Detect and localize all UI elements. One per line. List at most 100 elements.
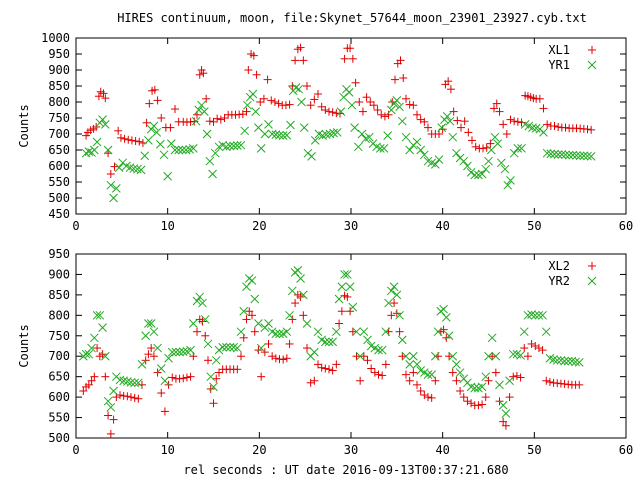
data-point xyxy=(344,88,354,97)
x-tick-label: 60 xyxy=(619,219,633,233)
data-point xyxy=(153,343,162,353)
legend-marker xyxy=(587,276,597,286)
data-point xyxy=(256,343,266,353)
data-point xyxy=(188,319,198,328)
data-point xyxy=(579,151,589,161)
data-point xyxy=(191,116,201,126)
y-tick-label: 550 xyxy=(48,175,70,189)
data-point xyxy=(271,354,280,363)
data-point xyxy=(195,292,205,302)
data-point xyxy=(564,150,574,160)
data-point xyxy=(519,327,529,337)
data-point xyxy=(171,105,179,114)
data-point xyxy=(233,365,242,374)
data-point xyxy=(516,351,525,360)
data-point xyxy=(177,145,187,155)
data-point xyxy=(239,333,248,342)
data-point xyxy=(205,156,215,166)
data-point xyxy=(481,393,490,402)
data-point xyxy=(513,144,523,153)
data-point xyxy=(264,339,273,348)
data-point xyxy=(405,376,414,385)
y-tick-label: 800 xyxy=(48,95,70,109)
data-point xyxy=(378,371,387,380)
data-point xyxy=(523,310,533,320)
data-point xyxy=(499,120,508,129)
data-point xyxy=(384,110,393,119)
data-point xyxy=(359,352,368,361)
data-point xyxy=(257,372,266,381)
data-point xyxy=(79,386,88,395)
data-point xyxy=(402,370,410,379)
data-point xyxy=(381,327,391,337)
data-point xyxy=(523,352,532,361)
data-point xyxy=(340,270,349,279)
data-point xyxy=(281,101,290,110)
data-point xyxy=(452,376,461,385)
data-point xyxy=(367,364,376,373)
data-point xyxy=(287,286,297,296)
data-point xyxy=(477,169,487,179)
data-point xyxy=(571,357,580,367)
data-point xyxy=(129,164,139,173)
y-tick-label: 500 xyxy=(48,431,70,445)
data-point xyxy=(363,335,372,345)
data-point xyxy=(563,356,573,366)
legend-marker xyxy=(587,60,597,70)
data-point xyxy=(200,315,210,324)
data-point xyxy=(141,331,151,341)
data-point xyxy=(460,117,469,126)
data-point xyxy=(106,429,115,438)
data-point xyxy=(199,69,208,78)
data-point xyxy=(439,304,448,314)
data-point xyxy=(346,307,355,316)
data-point xyxy=(528,123,537,132)
data-point xyxy=(413,380,421,389)
data-point xyxy=(351,78,360,87)
data-point xyxy=(448,132,458,142)
data-point xyxy=(550,122,559,130)
data-point xyxy=(362,93,371,102)
data-point xyxy=(491,351,501,361)
data-point xyxy=(242,107,251,116)
data-point xyxy=(90,372,99,381)
data-point xyxy=(538,310,547,320)
data-point xyxy=(243,100,252,110)
data-point xyxy=(527,310,536,319)
data-point xyxy=(506,176,515,185)
data-point xyxy=(512,371,521,380)
data-point xyxy=(321,130,331,139)
data-point xyxy=(505,376,514,386)
data-point xyxy=(163,171,173,181)
data-point xyxy=(324,337,334,347)
data-point xyxy=(156,364,166,373)
data-point xyxy=(320,337,330,347)
y-tick-label: 800 xyxy=(48,308,70,322)
data-point xyxy=(495,380,504,390)
data-point xyxy=(197,66,206,74)
data-point xyxy=(355,98,364,106)
data-point xyxy=(229,342,239,352)
data-point xyxy=(329,128,338,138)
data-point xyxy=(114,163,124,172)
data-point xyxy=(444,331,454,341)
data-point xyxy=(82,131,91,140)
data-point xyxy=(310,376,319,385)
data-point xyxy=(567,356,577,366)
y-tick-label: 1000 xyxy=(41,31,70,45)
y-tick-label: 450 xyxy=(48,207,70,221)
data-point xyxy=(296,274,305,283)
y-tick-label: 550 xyxy=(48,411,70,425)
data-point xyxy=(252,70,261,79)
data-point xyxy=(501,409,511,418)
data-point xyxy=(409,101,418,110)
data-point xyxy=(204,356,212,365)
data-point xyxy=(517,118,526,127)
data-point xyxy=(484,156,493,166)
data-point xyxy=(477,382,487,392)
data-point xyxy=(381,360,390,369)
data-point xyxy=(92,137,102,147)
y-tick-label: 600 xyxy=(48,390,70,404)
data-point xyxy=(499,417,508,426)
